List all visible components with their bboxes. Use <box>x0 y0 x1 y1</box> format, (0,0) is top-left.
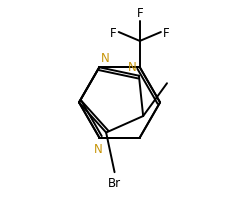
Text: F: F <box>110 26 116 39</box>
Text: N: N <box>128 61 137 74</box>
Text: N: N <box>101 52 110 65</box>
Text: F: F <box>163 26 170 39</box>
Text: N: N <box>94 143 103 156</box>
Text: F: F <box>137 7 143 20</box>
Text: Br: Br <box>108 176 121 189</box>
